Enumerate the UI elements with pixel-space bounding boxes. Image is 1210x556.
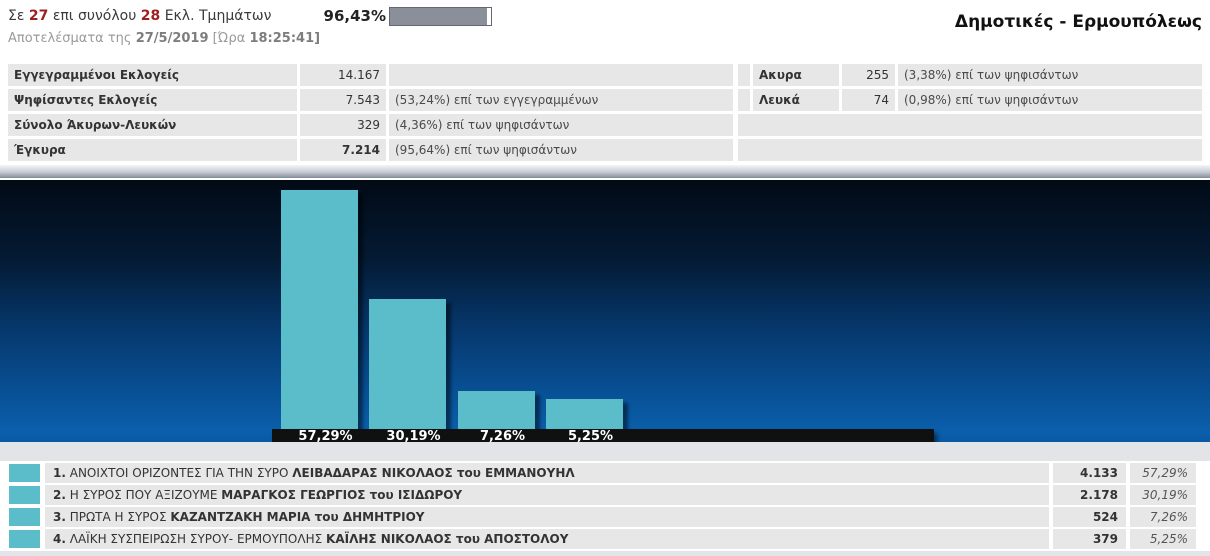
spacer-cell: [738, 64, 750, 86]
time-label: [Ώρα: [212, 31, 246, 46]
rank-number: 4.: [53, 532, 66, 546]
party-name: ΛΑΪΚΗ ΣΥΣΠΕΙΡΩΣΗ ΣΥΡΟΥ- ΕΡΜΟΥΠΟΛΗΣ: [69, 532, 323, 546]
rank-number: 1.: [53, 466, 66, 480]
bar-percent-label: 57,29%: [298, 429, 353, 444]
bar-percent-label: 5,25%: [567, 429, 614, 444]
party-name: ΠΡΩΤΑ Η ΣΥΡΟΣ: [69, 510, 167, 524]
results-timestamp: Αποτελέσματα της 27/5/2019 [Ώρα 18:25:41…: [8, 31, 320, 46]
invalid-note: (3,38%) επί των ψηφισάντων: [898, 64, 1202, 86]
party-color-swatch: [8, 529, 41, 549]
invalid-label: Ακυρα: [753, 64, 839, 86]
party-name: Η ΣΥΡΟΣ ΠΟΥ ΑΞΙΖΟΥΜΕ: [69, 488, 218, 502]
invalid-blank-total-value: 329: [300, 114, 386, 136]
candidates-results-table: 1. ΑΝΟΙΧΤΟΙ ΟΡΙΖΟΝΤΕΣ ΓΙΑ ΤΗΝ ΣΥΡΟ ΛΕΙΒΑ…: [8, 463, 1196, 549]
spacer-cell: [738, 89, 750, 111]
chart-bottom-band: [0, 442, 1210, 461]
empty-row: [738, 139, 1202, 161]
candidate-row-name: 1. ΑΝΟΙΧΤΟΙ ΟΡΙΖΟΝΤΕΣ ΓΙΑ ΤΗΝ ΣΥΡΟ ΛΕΙΒΑ…: [45, 463, 1049, 483]
progress-bar: [389, 7, 492, 26]
chart-top-bevel: [0, 165, 1210, 178]
invalid-blank-total-note: (4,36%) επί των ψηφισάντων: [389, 114, 733, 136]
coverage-of-text: επι συνόλου: [52, 8, 137, 24]
percent-value: 7,26%: [1130, 507, 1196, 527]
votes-value: 4.133: [1053, 463, 1126, 483]
page-bottom-band: [0, 551, 1210, 556]
percent-strip: 57,29% 30,19% 7,26% 5,25%: [272, 429, 934, 445]
bar-percent-label: 30,19%: [386, 429, 441, 444]
candidate-name: ΜΑΡΑΓΚΟΣ ΓΕΩΡΓΙΟΣ του ΙΣΙΔΩΡΟΥ: [221, 488, 463, 502]
candidate-row-name: 3. ΠΡΩΤΑ Η ΣΥΡΟΣ ΚΑΖΑΝΤΖΑΚΗ ΜΑΡΙΑ του ΔΗ…: [45, 507, 1049, 527]
candidate-name: ΛΕΙΒΑΔΑΡΑΣ ΝΙΚΟΛΑΟΣ του ΕΜΜΑΝΟΥΗΛ: [292, 466, 575, 480]
blank-value: 74: [842, 89, 895, 111]
rank-number: 2.: [53, 488, 66, 502]
reported-stations-count: 27: [28, 8, 49, 24]
candidate-row-name: 4. ΛΑΪΚΗ ΣΥΣΠΕΙΡΩΣΗ ΣΥΡΟΥ- ΕΡΜΟΥΠΟΛΗΣ ΚΑ…: [45, 529, 1049, 549]
blank-note: (0,98%) επί των ψηφισάντων: [898, 89, 1202, 111]
chart-bar: [281, 190, 358, 429]
coverage-prefix: Σε: [8, 8, 25, 24]
empty-row: [738, 114, 1202, 136]
votes-value: 2.178: [1053, 485, 1126, 505]
chart-bar: [546, 399, 623, 429]
percent-value: 5,25%: [1130, 529, 1196, 549]
total-stations-count: 28: [140, 8, 161, 24]
results-date: 27/5/2019: [135, 31, 209, 46]
voted-note: (53,24%) επί των εγγεγραμμένων: [389, 89, 733, 111]
coverage-line: Σε 27 επι συνόλου 28 Εκλ. Τμημάτων: [8, 8, 271, 24]
bar-percent-label: 7,26%: [479, 429, 526, 444]
progress-percent: 96,43%: [323, 7, 386, 25]
candidate-name: ΚΑΖΑΝΤΖΑΚΗ ΜΑΡΙΑ του ΔΗΜΗΤΡΙΟΥ: [170, 510, 425, 524]
percent-value: 57,29%: [1130, 463, 1196, 483]
party-color-swatch: [8, 463, 41, 483]
invalid-blank-total-label: Σύνολο Άκυρων-Λευκών: [8, 114, 297, 136]
party-color-swatch: [8, 507, 41, 527]
rank-number: 3.: [53, 510, 66, 524]
timestamp-prefix: Αποτελέσματα της: [8, 31, 132, 46]
results-time: 18:25:41]: [249, 31, 321, 46]
party-color-swatch: [8, 485, 41, 505]
valid-label: Έγκυρα: [8, 139, 297, 161]
valid-value: 7.214: [300, 139, 386, 161]
registered-voters-note: [389, 64, 733, 86]
results-bar-chart: 57,29% 30,19% 7,26% 5,25%: [0, 180, 1210, 445]
progress-bar-fill: [390, 8, 487, 25]
valid-note: (95,64%) επί των ψηφισάντων: [389, 139, 733, 161]
registered-voters-label: Εγγεγραμμένοι Εκλογείς: [8, 64, 297, 86]
candidate-row-name: 2. Η ΣΥΡΟΣ ΠΟΥ ΑΞΙΖΟΥΜΕ ΜΑΡΑΓΚΟΣ ΓΕΩΡΓΙΟ…: [45, 485, 1049, 505]
votes-value: 524: [1053, 507, 1126, 527]
voted-label: Ψηφίσαντες Εκλογείς: [8, 89, 297, 111]
percent-value: 30,19%: [1130, 485, 1196, 505]
voted-value: 7.543: [300, 89, 386, 111]
candidate-name: ΚΑΪΛΗΣ ΝΙΚΟΛΑΟΣ του ΑΠΟΣΤΟΛΟΥ: [326, 532, 569, 546]
summary-table-right: Ακυρα 255 (3,38%) επί των ψηφισάντων Λευ…: [738, 64, 1202, 161]
registered-voters-value: 14.167: [300, 64, 386, 86]
votes-value: 379: [1053, 529, 1126, 549]
invalid-value: 255: [842, 64, 895, 86]
chart-bar: [458, 391, 535, 429]
summary-table-left: Εγγεγραμμένοι Εκλογείς 14.167 Ψηφίσαντες…: [8, 64, 733, 161]
party-name: ΑΝΟΙΧΤΟΙ ΟΡΙΖΟΝΤΕΣ ΓΙΑ ΤΗΝ ΣΥΡΟ: [69, 466, 289, 480]
blank-label: Λευκά: [753, 89, 839, 111]
chart-bar: [369, 299, 446, 429]
page-title: Δημοτικές - Ερμουπόλεως: [954, 12, 1202, 32]
coverage-suffix: Εκλ. Τμημάτων: [164, 8, 272, 24]
